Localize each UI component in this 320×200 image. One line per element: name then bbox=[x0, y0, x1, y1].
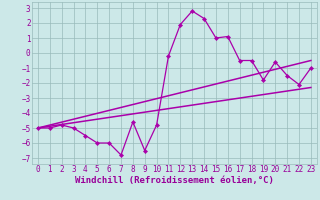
X-axis label: Windchill (Refroidissement éolien,°C): Windchill (Refroidissement éolien,°C) bbox=[75, 176, 274, 185]
